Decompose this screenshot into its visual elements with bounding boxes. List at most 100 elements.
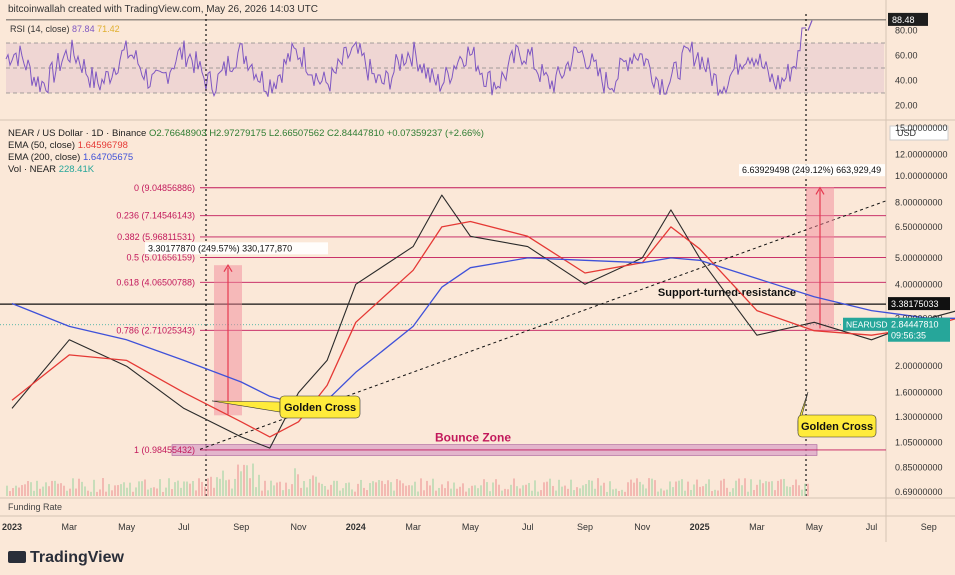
volume-bar	[708, 479, 710, 496]
volume-bar	[702, 486, 704, 496]
volume-bar	[570, 479, 572, 496]
volume-bar	[723, 478, 725, 496]
volume-bar	[321, 483, 323, 496]
volume-bar	[54, 480, 56, 496]
volume-bar	[594, 488, 596, 496]
volume-bar	[39, 488, 41, 496]
volume-bar	[240, 471, 242, 496]
volume-bar	[186, 481, 188, 496]
volume-bar	[411, 485, 413, 496]
volume-bar	[228, 479, 230, 496]
volume-bar	[144, 479, 146, 496]
volume-bar	[525, 484, 527, 496]
volume-bar	[627, 482, 629, 496]
volume-bar	[339, 490, 341, 496]
volume-bar	[243, 464, 245, 496]
volume-bar	[807, 483, 809, 496]
volume-bar	[561, 486, 563, 496]
volume-bar	[153, 487, 155, 496]
rsi-band	[6, 43, 884, 93]
volume-bar	[405, 485, 407, 496]
time-tick-label: Jul	[866, 522, 878, 532]
volume-bar	[555, 490, 557, 496]
volume-bar	[345, 483, 347, 496]
volume-bar	[540, 490, 542, 496]
volume-bar	[252, 463, 254, 496]
volume-bar	[417, 491, 419, 496]
symbol-legend[interactable]: NEAR / US Dollar · 1D · Binance O2.76648…	[8, 128, 484, 176]
volume-bar	[447, 481, 449, 496]
volume-bar	[465, 491, 467, 496]
volume-bar	[591, 480, 593, 496]
volume-bar	[363, 487, 365, 496]
volume-bar	[507, 489, 509, 496]
volume-bar	[183, 481, 185, 496]
rsi-line	[5, 27, 806, 98]
volume-bar	[729, 491, 731, 496]
fib-label-4: 0.618 (4.06500788)	[116, 277, 195, 287]
price-tick-label: 0.69000000	[895, 487, 943, 497]
volume-bar	[693, 484, 695, 496]
volume-bar	[84, 486, 86, 496]
volume-bar	[114, 485, 116, 496]
time-tick-label: Jul	[522, 522, 534, 532]
volume-bar	[720, 480, 722, 496]
volume-bar	[636, 478, 638, 496]
time-tick-label: Jul	[178, 522, 190, 532]
volume-bar	[357, 483, 359, 496]
volume-bar	[342, 488, 344, 496]
price-tick-label: 4.00000000	[895, 279, 943, 289]
funding-rate-label[interactable]: Funding Rate	[8, 502, 63, 512]
volume-bar	[117, 485, 119, 496]
volume-bar	[318, 482, 320, 496]
volume-bar	[390, 482, 392, 496]
volume-bar	[450, 488, 452, 496]
volume-bar	[285, 482, 287, 496]
volume-bar	[258, 474, 260, 496]
volume-bar	[489, 491, 491, 496]
volume-bar	[24, 484, 26, 496]
volume-bar	[585, 483, 587, 496]
price-tick-label: 1.60000000	[895, 388, 943, 398]
rsi-legend[interactable]: RSI (14, close) 87.84 71.42	[10, 24, 120, 34]
measure-arrowhead-right	[815, 186, 825, 195]
time-tick-label: May	[806, 522, 824, 532]
volume-bar	[222, 470, 224, 496]
volume-bar	[195, 490, 197, 496]
volume-bar	[774, 490, 776, 496]
tradingview-logo[interactable]: TradingView	[8, 549, 124, 567]
time-tick-label: Nov	[634, 522, 651, 532]
volume-bar	[441, 484, 443, 496]
volume-bar	[387, 480, 389, 496]
fib-label-5: 0.786 (2.71025343)	[116, 325, 195, 335]
volume-bar	[438, 487, 440, 496]
volume-bar	[771, 481, 773, 496]
volume-bar	[375, 482, 377, 496]
volume-bar	[351, 489, 353, 496]
volume-bar	[801, 489, 803, 496]
volume-bar	[96, 491, 98, 496]
time-tick-label: 2025	[690, 522, 710, 532]
volume-bar	[759, 479, 761, 496]
volume-bar	[354, 491, 356, 496]
volume-bar	[675, 481, 677, 496]
volume-bar	[750, 479, 752, 496]
volume-bar	[471, 485, 473, 496]
volume-bar	[699, 486, 701, 496]
volume-bar	[123, 482, 125, 496]
volume-bar	[306, 487, 308, 496]
volume-bar	[327, 489, 329, 496]
volume-bar	[738, 478, 740, 496]
volume-bar	[804, 483, 806, 496]
volume-bar	[57, 483, 59, 496]
volume-bar	[288, 489, 290, 496]
volume-bar	[528, 482, 530, 496]
fib-label-0: 0 (9.04856886)	[134, 183, 195, 193]
volume-bar	[552, 485, 554, 496]
volume-bar	[150, 487, 152, 496]
golden-cross-1-label: Golden Cross	[284, 402, 356, 414]
volume-bar	[603, 482, 605, 496]
volume-bar	[600, 485, 602, 496]
volume-bar	[780, 479, 782, 496]
